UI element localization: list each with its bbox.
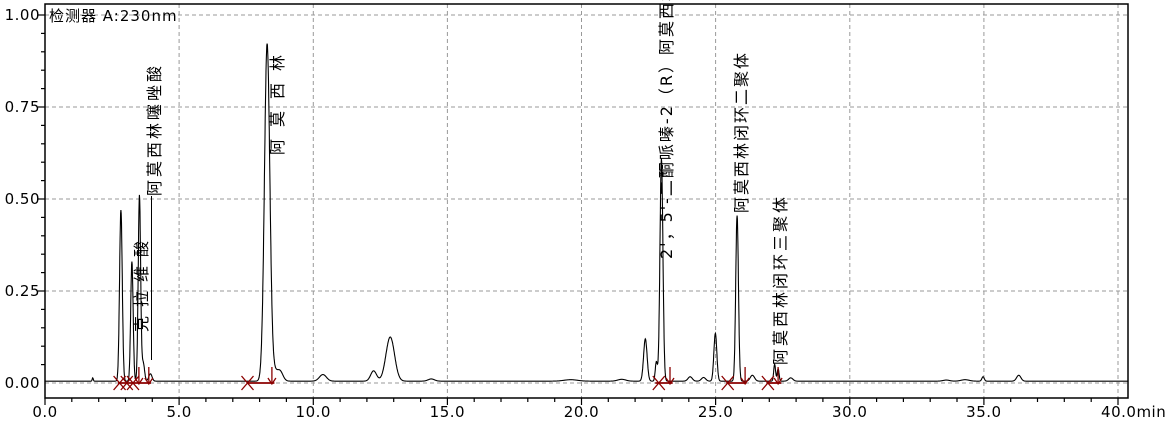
x-tick-label: 5.0 [166,403,192,421]
x-tick-label: 30.0 [832,403,868,421]
y-tick-label: 0.50 [4,190,40,208]
peak-label-clavulanic-acid: 克拉维酸 [132,231,151,332]
peak-label-diketopiperazine-amoxicillin: 2'，5'-二酮哌嗪-2（R）阿莫西林 [657,0,676,259]
integration-marks [113,367,783,391]
y-tick-label: 1.00 [4,6,40,24]
axis-ticks [38,14,1119,405]
peak-label-amoxicillin-thiazole-acid: 阿莫西林噻唑酸 [145,62,164,196]
x-tick-label: 25.0 [697,403,734,421]
x-tick-label: 35.0 [966,403,1002,421]
plot-border [44,3,1129,399]
x-tick-label: 20.0 [563,403,600,421]
peak-label-amoxicillin-ring-closed-trimer: 阿莫西林闭环三聚体 [771,193,790,365]
y-tick-label: 0.25 [4,282,40,300]
x-tick-label: 0.0 [32,403,58,421]
y-tick-label: 0.00 [4,374,40,392]
detector-label: 检测器 A:230nm [49,7,178,25]
peak-label-amoxicillin-ring-closed-dimer: 阿莫西林闭环二聚体 [732,50,751,213]
peak-label-amoxicillin: 阿莫西林 [268,42,287,155]
y-tick-label: 0.75 [4,98,40,116]
chromatogram-trace [45,43,1128,382]
x-tick-label: 15.0 [429,403,466,421]
gridlines [45,4,1128,398]
x-tick-label: 10.0 [295,403,331,421]
x-tick-label: 40.0min [1101,403,1167,421]
